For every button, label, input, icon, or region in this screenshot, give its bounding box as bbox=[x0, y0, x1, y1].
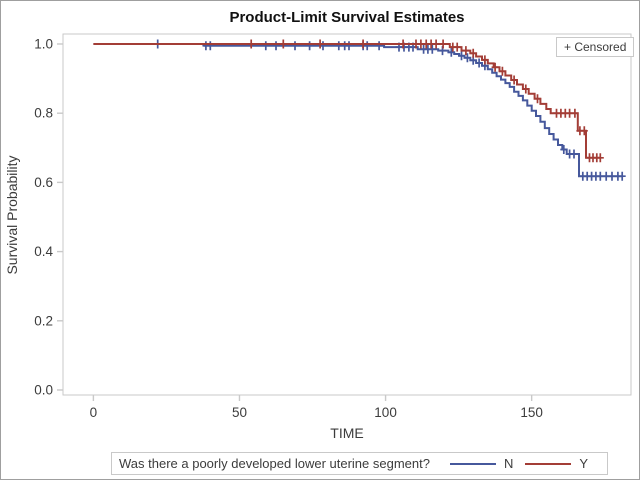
censored-label: + Censored bbox=[564, 40, 627, 54]
legend-entry-y: Y bbox=[525, 456, 588, 471]
censor-marks-Y bbox=[247, 39, 604, 163]
x-axis-title: TIME bbox=[330, 425, 364, 441]
y-axis-title: Survival Probability bbox=[4, 155, 20, 275]
legend-entry-n: N bbox=[449, 456, 514, 471]
legend-entry-n-label: N bbox=[503, 456, 514, 471]
chart-title: Product-Limit Survival Estimates bbox=[229, 9, 465, 26]
y-tick-label: 0.0 bbox=[34, 382, 53, 397]
legend-entry-y-label: Y bbox=[579, 456, 589, 471]
y-tick-label: 0.6 bbox=[34, 175, 53, 190]
y-tick-label: 0.4 bbox=[34, 244, 53, 259]
legend-line-sample-n bbox=[449, 462, 496, 465]
y-tick-label: 0.2 bbox=[34, 313, 53, 328]
x-tick-label: 150 bbox=[520, 405, 543, 420]
censored-inset-box: + Censored bbox=[556, 37, 635, 57]
legend-line-sample-y bbox=[525, 462, 572, 465]
x-tick-label: 0 bbox=[90, 405, 98, 420]
strata-legend: Was there a poorly developed lower uteri… bbox=[111, 452, 609, 475]
plot-frame bbox=[62, 33, 632, 396]
y-tick-label: 1.0 bbox=[34, 36, 53, 51]
x-tick-label: 50 bbox=[232, 405, 247, 420]
x-tick-label: 100 bbox=[374, 405, 397, 420]
y-tick-label: 0.8 bbox=[34, 106, 53, 121]
legend-question: Was there a poorly developed lower uteri… bbox=[119, 456, 430, 471]
